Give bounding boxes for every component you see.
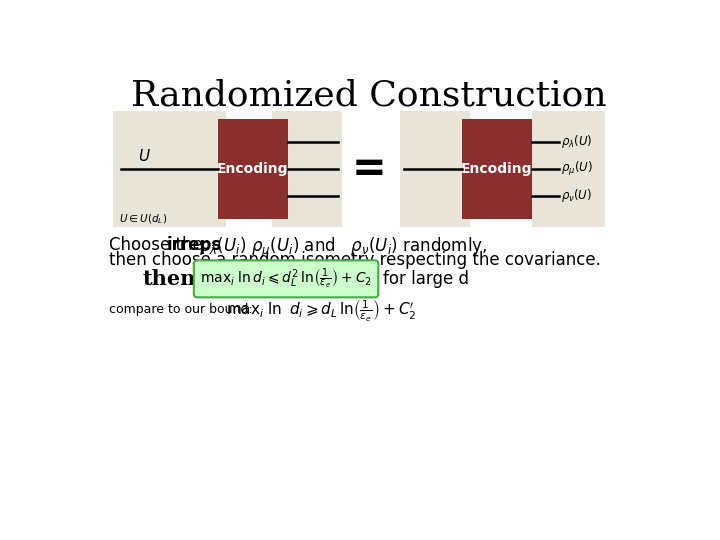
Text: Encoding: Encoding bbox=[217, 162, 289, 176]
Bar bbox=[400, 111, 469, 226]
FancyBboxPatch shape bbox=[194, 260, 378, 298]
Text: $_i$: $_i$ bbox=[433, 275, 437, 288]
Text: $\mathrm{max}_i\ \ln d_i \leqslant d_L^2\, \ln\!\left(\frac{1}{\epsilon_e}\right: $\mathrm{max}_i\ \ln d_i \leqslant d_L^2… bbox=[200, 267, 372, 291]
Text: then:: then: bbox=[143, 269, 204, 289]
Bar bbox=[532, 111, 606, 226]
Text: Randomized Construction: Randomized Construction bbox=[131, 79, 607, 113]
Bar bbox=[272, 111, 342, 226]
Text: $\rho_{\mu}(U)$: $\rho_{\mu}(U)$ bbox=[561, 160, 593, 178]
Text: Encoding: Encoding bbox=[461, 162, 533, 176]
Text: Choose the: Choose the bbox=[109, 236, 208, 254]
Text: $\rho_{\nu}(U)$: $\rho_{\nu}(U)$ bbox=[561, 187, 593, 204]
Bar bbox=[113, 111, 225, 226]
Text: $U \in U(d_L)$: $U \in U(d_L)$ bbox=[120, 213, 168, 226]
Bar bbox=[462, 119, 532, 219]
Text: $\rho_{\lambda}(U)$: $\rho_{\lambda}(U)$ bbox=[561, 133, 593, 150]
Text: $U$: $U$ bbox=[138, 148, 150, 164]
Text: compare to our bound:: compare to our bound: bbox=[109, 303, 253, 316]
Text: =: = bbox=[351, 148, 387, 190]
Text: $\rho_{\lambda}(U_i)\ \rho_{\mu}(U_i)$ and   $\rho_{\nu}(U_i)$ randomly,: $\rho_{\lambda}(U_i)\ \rho_{\mu}(U_i)$ a… bbox=[199, 236, 487, 260]
Bar bbox=[218, 119, 287, 219]
Text: then choose a random isometry respecting the covariance.: then choose a random isometry respecting… bbox=[109, 251, 601, 269]
Text: irreps: irreps bbox=[167, 236, 222, 254]
Text: for large d: for large d bbox=[383, 270, 469, 288]
Text: $\mathbf{\mathrm{max}}_i\ \mathbf{\ln}\ d_i \geqslant d_L\, \ln\!\left(\frac{1}{: $\mathbf{\mathrm{max}}_i\ \mathbf{\ln}\ … bbox=[225, 296, 416, 323]
